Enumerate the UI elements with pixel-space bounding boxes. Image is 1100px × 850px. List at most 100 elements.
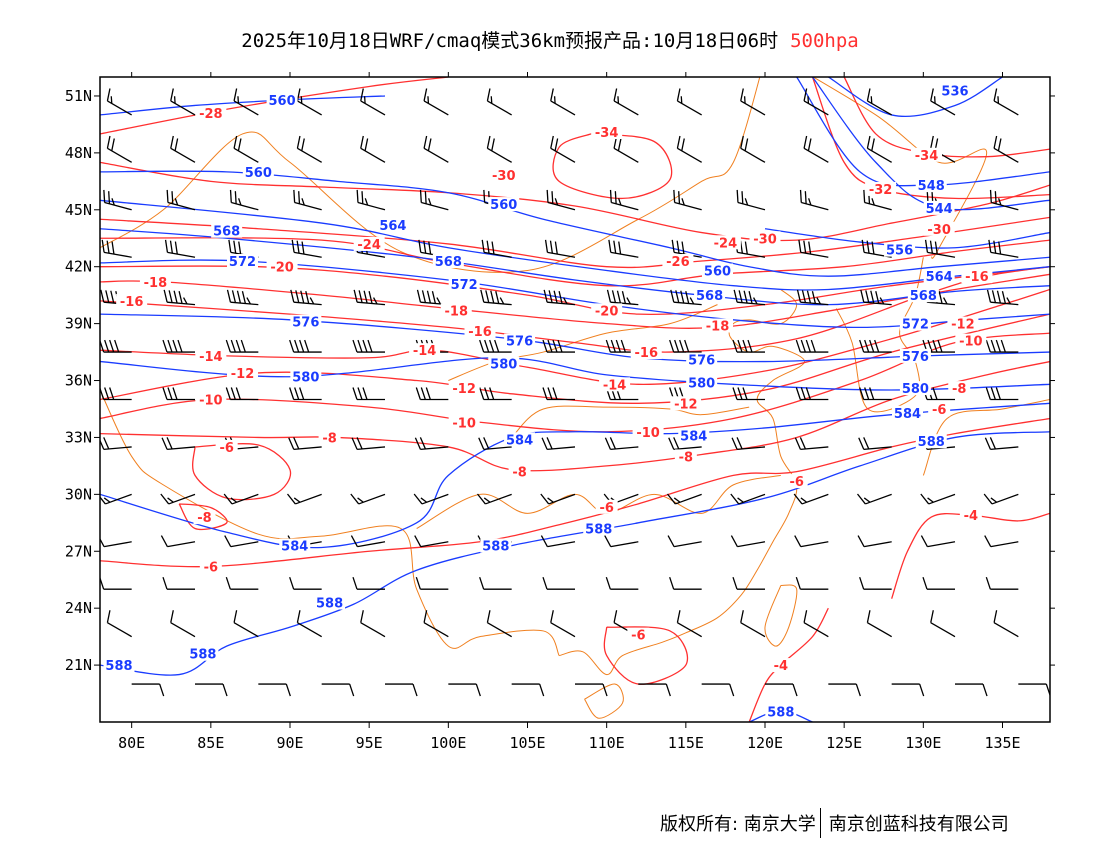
wind-barb: [676, 88, 702, 116]
wind-barb: [233, 610, 259, 638]
label-bg: [195, 106, 227, 121]
label-bg: [907, 288, 939, 303]
wind-barb: [103, 189, 132, 211]
wind-barb: [360, 135, 386, 163]
temperature-contour-label: -6: [631, 629, 645, 644]
wind-barb: [164, 239, 196, 258]
height-contour-label: 588: [105, 659, 132, 674]
label-bg: [961, 269, 993, 284]
lon-tick-label: 135E: [984, 734, 1020, 752]
lon-tick-label: 100E: [430, 734, 466, 752]
lon-tick-label: 85E: [197, 734, 224, 752]
wind-barb: [609, 189, 639, 211]
height-contour-label: 588: [585, 523, 612, 538]
wind-barb: [795, 339, 829, 353]
height-contour-label: 568: [696, 289, 723, 304]
wind-barb: [258, 683, 291, 697]
wind-barb: [233, 135, 259, 163]
wind-barb: [740, 88, 766, 116]
temperature-contour-line: [100, 265, 1050, 316]
lon-tick-label: 80E: [118, 734, 145, 752]
wind-barb: [166, 189, 196, 211]
height-contour-label: 584: [281, 540, 308, 555]
height-contour-label: 544: [926, 202, 953, 217]
wind-barb: [350, 493, 386, 505]
height-contour-label: 588: [482, 540, 509, 555]
temperature-contour-label: -4: [964, 509, 978, 524]
wind-barb: [321, 683, 355, 697]
temperature-contour-line: [100, 313, 1050, 404]
wind-barb: [666, 493, 702, 505]
lat-tick-label: 45N: [65, 201, 92, 219]
wind-barb: [414, 535, 449, 548]
wind-barb: [732, 577, 765, 590]
lon-tick-label: 130E: [905, 734, 941, 752]
height-contour-label: 580: [292, 371, 319, 386]
wind-barb: [286, 493, 322, 505]
wind-barb: [985, 387, 1019, 401]
wind-barb: [613, 88, 639, 116]
temperature-contour-line: [178, 503, 228, 531]
temperature-contour-line: [100, 161, 1050, 242]
wind-barb: [924, 239, 956, 258]
wind-barb: [859, 339, 892, 353]
wind-barb: [988, 239, 1019, 258]
wind-barb: [415, 387, 449, 401]
wind-barb: [984, 437, 1019, 451]
label-bg: [948, 381, 971, 396]
wind-barb: [859, 387, 892, 401]
temperature-contour-label: -34: [915, 149, 939, 164]
label-bg: [508, 464, 531, 479]
temperature-contour-label: -12: [674, 397, 698, 412]
wind-barb: [160, 535, 196, 548]
temperature-contour-label: -34: [595, 126, 619, 141]
label-bg: [318, 430, 341, 445]
wind-barb: [604, 437, 639, 451]
wind-barb: [100, 537, 132, 548]
wind-barb: [131, 683, 165, 697]
temperature-contour-label: -30: [753, 232, 777, 247]
wind-barb: [866, 610, 892, 638]
lon-tick-label: 105E: [509, 734, 545, 752]
wind-barb: [543, 289, 576, 306]
wind-barb: [195, 683, 228, 697]
label-bg: [242, 164, 274, 179]
boundary-line: [559, 289, 806, 676]
height-contour-label: 572: [902, 318, 929, 333]
wind-barb: [803, 88, 829, 116]
wind-barb: [423, 135, 449, 163]
wind-barb: [765, 683, 798, 697]
label-bg: [353, 236, 385, 251]
wind-barb: [291, 239, 322, 258]
label-bg: [899, 381, 931, 396]
wind-barb: [993, 88, 1019, 116]
wind-barb: [993, 135, 1019, 163]
wind-barb: [479, 339, 512, 353]
wind-barb: [732, 387, 765, 401]
label-bg: [290, 314, 322, 329]
wind-barb: [984, 535, 1019, 548]
title-text: 2025年10月18日WRF/cmaq模式36km预报产品:10月18日06时: [241, 30, 779, 52]
wind-barb: [667, 535, 702, 548]
height-contour-label: 568: [435, 255, 462, 270]
label-bg: [923, 221, 955, 236]
height-contour-label: 576: [902, 350, 929, 365]
label-bg: [377, 217, 409, 232]
lat-tick-label: 24N: [65, 599, 92, 617]
label-bg: [765, 704, 797, 719]
label-bg: [947, 316, 979, 331]
wind-barb: [794, 437, 829, 451]
wind-barb: [480, 289, 512, 306]
wind-barb: [542, 577, 575, 590]
wind-barb: [162, 339, 195, 353]
height-contour-label: 572: [229, 255, 256, 270]
height-contour-line: [811, 77, 1050, 211]
height-contour-label: 560: [245, 166, 272, 181]
wind-barb: [170, 610, 196, 638]
label-bg: [583, 521, 615, 536]
temperature-contour-label: -6: [789, 475, 803, 490]
wind-barb: [605, 577, 639, 590]
chart-title: 2025年10月18日WRF/cmaq模式36km预报产品:10月18日06时 5…: [0, 26, 1100, 53]
wind-barb: [866, 88, 892, 116]
